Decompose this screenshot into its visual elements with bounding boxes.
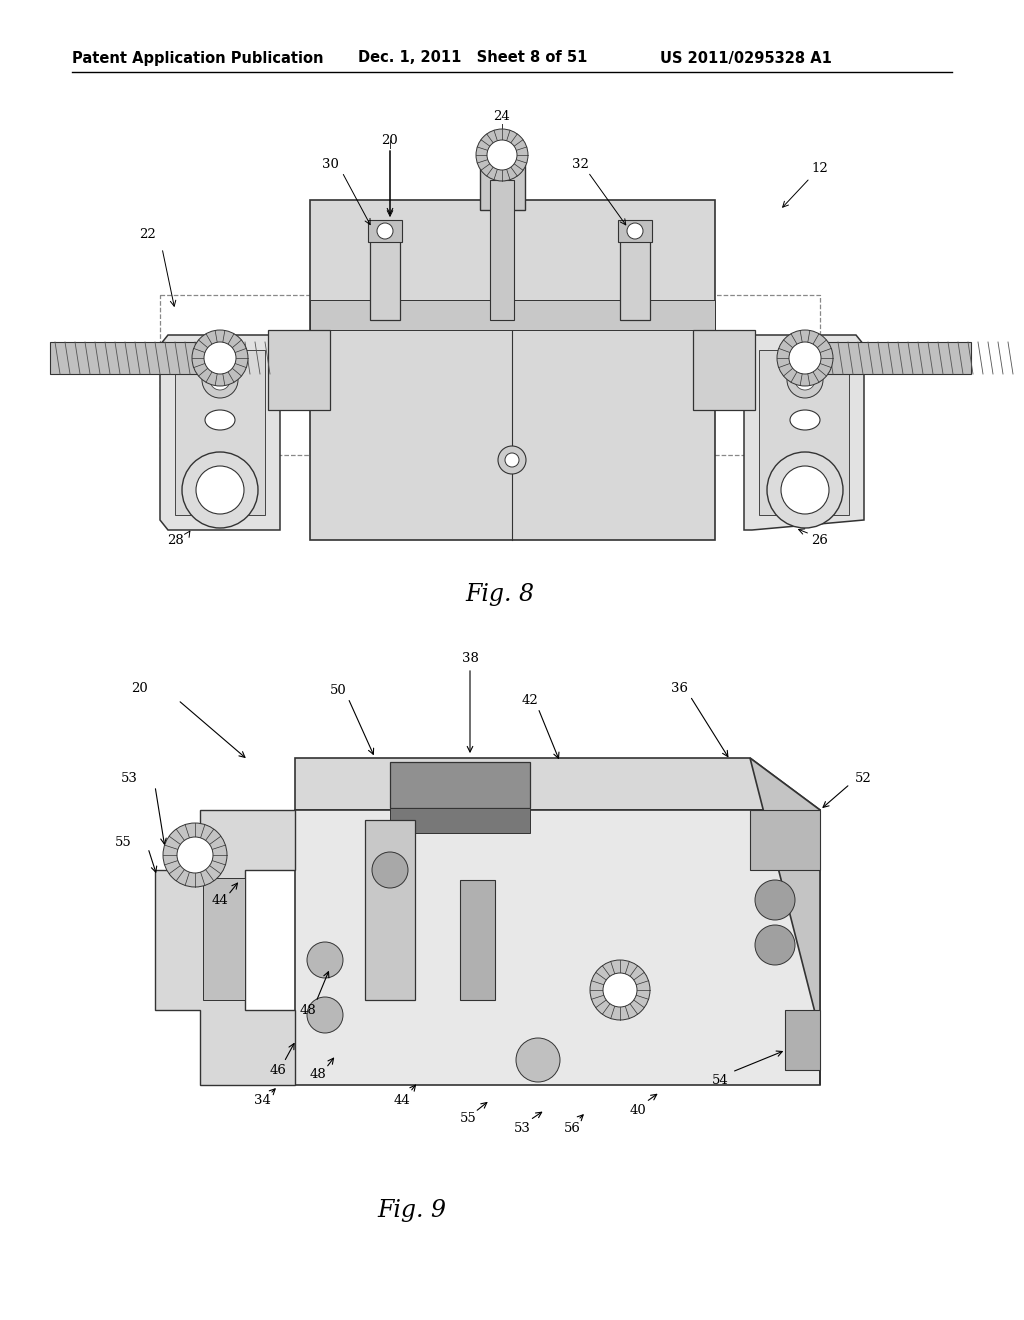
Circle shape	[603, 973, 637, 1007]
Circle shape	[790, 342, 821, 374]
Circle shape	[182, 451, 258, 528]
Circle shape	[202, 362, 238, 399]
Circle shape	[767, 451, 843, 528]
Text: 20: 20	[131, 681, 148, 694]
Text: 52: 52	[855, 771, 871, 784]
Text: Dec. 1, 2011   Sheet 8 of 51: Dec. 1, 2011 Sheet 8 of 51	[358, 50, 588, 66]
Bar	[693, 330, 755, 411]
Ellipse shape	[790, 411, 820, 430]
Polygon shape	[390, 762, 530, 808]
Bar	[175, 350, 265, 515]
Text: 44: 44	[212, 894, 228, 907]
Polygon shape	[155, 810, 295, 1085]
Bar	[793, 342, 971, 374]
Circle shape	[787, 362, 823, 399]
Text: 42: 42	[521, 693, 539, 706]
Text: 30: 30	[322, 158, 339, 172]
Text: 44: 44	[393, 1093, 411, 1106]
Bar	[370, 230, 400, 319]
Circle shape	[487, 140, 517, 170]
Text: 22: 22	[139, 228, 157, 242]
Text: 38: 38	[462, 652, 478, 664]
Circle shape	[755, 880, 795, 920]
Text: 28: 28	[167, 533, 183, 546]
Polygon shape	[295, 810, 820, 1085]
Text: 26: 26	[812, 533, 828, 546]
Circle shape	[193, 330, 248, 385]
Circle shape	[505, 453, 519, 467]
Text: Fig. 9: Fig. 9	[378, 1199, 446, 1221]
Circle shape	[781, 466, 829, 513]
Bar	[759, 350, 849, 515]
Bar	[490, 180, 514, 319]
Polygon shape	[744, 335, 864, 531]
Circle shape	[516, 1038, 560, 1082]
Text: 53: 53	[121, 771, 138, 784]
Ellipse shape	[205, 411, 234, 430]
Bar	[390, 808, 530, 833]
Text: 55: 55	[116, 836, 132, 849]
Circle shape	[755, 925, 795, 965]
Circle shape	[307, 942, 343, 978]
Polygon shape	[160, 335, 280, 531]
Polygon shape	[750, 758, 820, 1085]
Circle shape	[372, 851, 408, 888]
Bar	[310, 300, 715, 330]
Bar	[480, 150, 525, 210]
Bar	[50, 342, 218, 374]
Circle shape	[777, 330, 833, 385]
Bar	[785, 1010, 820, 1071]
Circle shape	[498, 446, 526, 474]
Circle shape	[177, 837, 213, 873]
Circle shape	[163, 822, 227, 887]
Text: 54: 54	[712, 1073, 728, 1086]
Text: US 2011/0295328 A1: US 2011/0295328 A1	[660, 50, 831, 66]
Bar	[160, 294, 820, 455]
Polygon shape	[295, 758, 820, 810]
Circle shape	[590, 960, 650, 1020]
Text: 36: 36	[672, 681, 688, 694]
Text: Patent Application Publication: Patent Application Publication	[72, 50, 324, 66]
Bar	[618, 220, 652, 242]
Circle shape	[204, 342, 236, 374]
Text: 40: 40	[630, 1104, 646, 1117]
Text: Fig. 8: Fig. 8	[466, 583, 535, 606]
Text: 12: 12	[812, 161, 828, 174]
Bar	[203, 878, 245, 1001]
Text: 56: 56	[563, 1122, 581, 1134]
Circle shape	[476, 129, 528, 181]
Circle shape	[196, 466, 244, 513]
Bar	[365, 820, 415, 1001]
Text: 34: 34	[254, 1093, 270, 1106]
Text: 48: 48	[300, 1003, 316, 1016]
Circle shape	[377, 223, 393, 239]
Bar	[620, 230, 650, 319]
Circle shape	[627, 223, 643, 239]
Circle shape	[795, 370, 815, 389]
Text: 55: 55	[460, 1111, 476, 1125]
Text: 53: 53	[514, 1122, 530, 1134]
Bar	[460, 880, 495, 1001]
Circle shape	[307, 997, 343, 1034]
Bar	[310, 201, 715, 540]
Text: 50: 50	[330, 684, 346, 697]
Bar	[268, 330, 330, 411]
Circle shape	[210, 370, 230, 389]
Bar	[368, 220, 402, 242]
Text: 24: 24	[494, 110, 510, 123]
Text: 20: 20	[382, 133, 398, 147]
Bar	[750, 810, 820, 870]
Text: 32: 32	[571, 158, 589, 172]
Text: 48: 48	[309, 1068, 327, 1081]
Text: 46: 46	[269, 1064, 287, 1077]
